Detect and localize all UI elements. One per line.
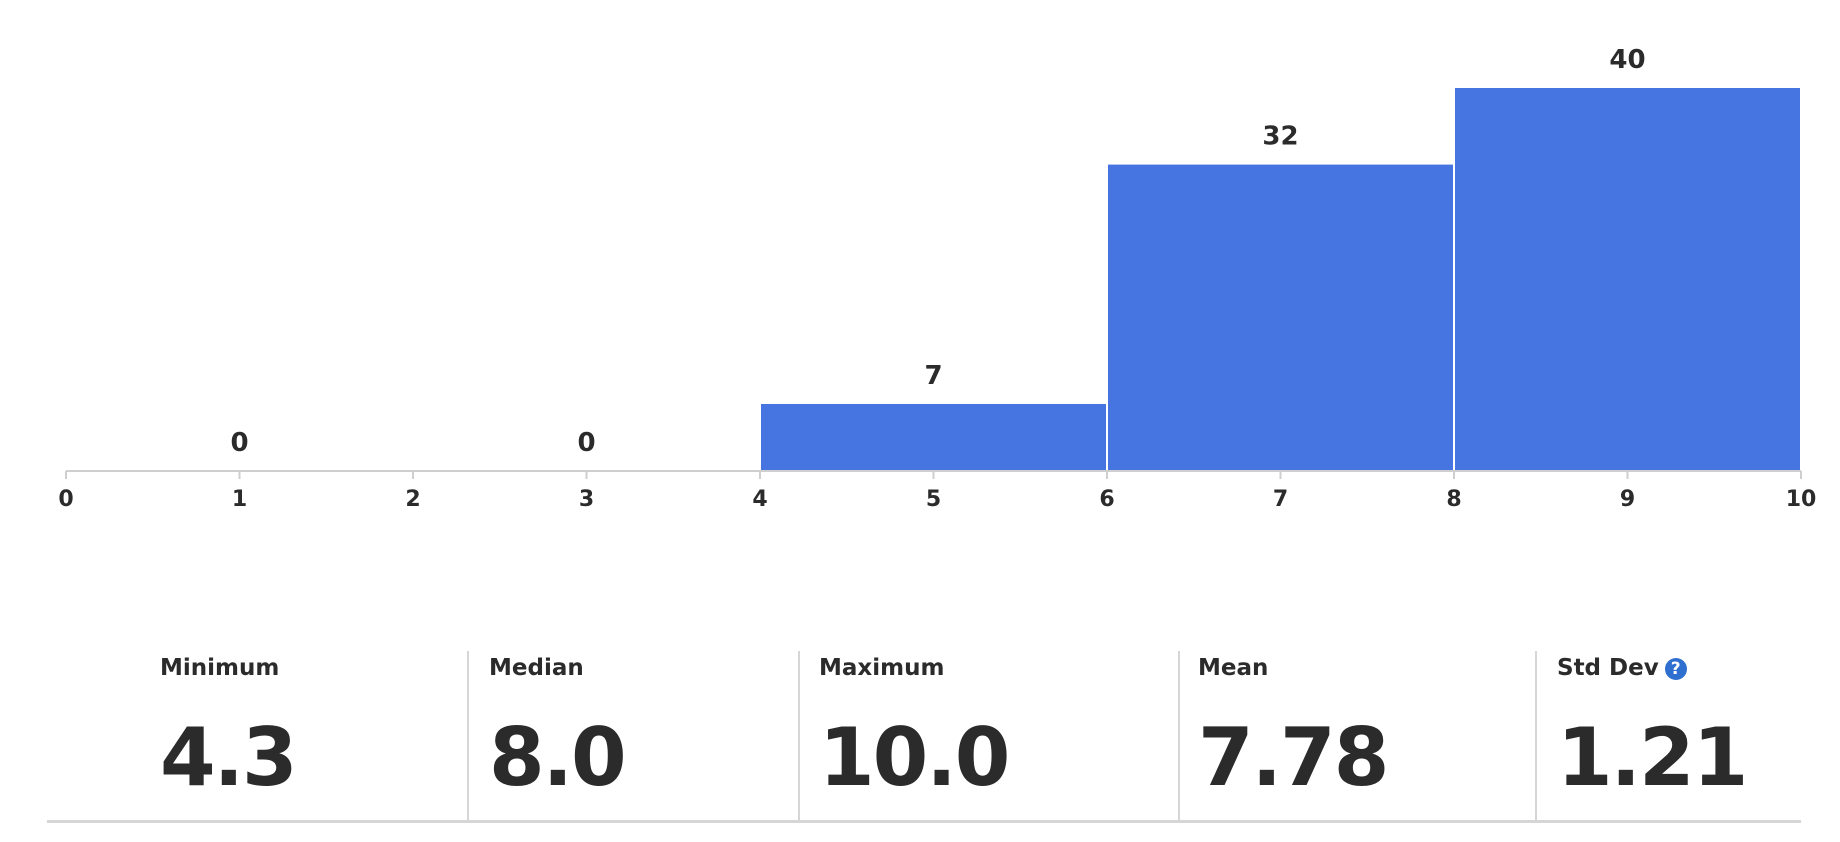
- stat-value: 8.0: [489, 711, 627, 804]
- stat-value: 7.78: [1198, 711, 1389, 804]
- stat-label: Minimum: [160, 655, 279, 681]
- data-label: 7: [924, 361, 942, 391]
- help-icon[interactable]: ?: [1664, 658, 1687, 680]
- chart: 0 0 7 32 40 0 1 2 3 4 5 6 7 8 9 10: [58, 45, 1817, 512]
- divider: [798, 651, 800, 822]
- data-label: 0: [230, 428, 248, 458]
- stat-label: Maximum: [819, 655, 944, 681]
- x-tick-label: 9: [1620, 487, 1635, 512]
- divider: [1178, 651, 1180, 822]
- stat-label-text: Maximum: [819, 655, 945, 681]
- stat-label-text: Std Dev: [1557, 655, 1659, 681]
- stat-label-text: Median: [489, 655, 584, 681]
- data-label: 0: [577, 428, 595, 458]
- stat-label: Mean: [1198, 655, 1268, 681]
- x-tick-label: 5: [926, 487, 941, 512]
- stat-value: 10.0: [819, 711, 1010, 804]
- x-tick-label: 1: [232, 487, 247, 512]
- bottom-rule: [47, 820, 1801, 823]
- bar: [1108, 164, 1453, 471]
- stat-label: Std Dev?: [1557, 655, 1687, 681]
- x-tick-label: 0: [58, 487, 73, 512]
- x-tick-label: 7: [1273, 487, 1288, 512]
- divider: [467, 651, 469, 822]
- x-tick-label: 10: [1786, 487, 1817, 512]
- divider: [1535, 651, 1537, 822]
- x-tick-label: 8: [1446, 487, 1461, 512]
- data-label: 40: [1609, 45, 1645, 75]
- stat-value: 4.3: [160, 711, 298, 804]
- x-tick-label: 3: [579, 487, 594, 512]
- stat-value: 1.21: [1557, 711, 1748, 804]
- bar: [1455, 88, 1800, 471]
- stat-label-text: Mean: [1198, 655, 1269, 681]
- x-tick-label: 2: [405, 487, 420, 512]
- stat-label-text: Minimum: [160, 655, 280, 681]
- stat-label: Median: [489, 655, 584, 681]
- x-tick-label: 6: [1099, 487, 1114, 512]
- data-label: 32: [1262, 122, 1298, 152]
- bar: [761, 403, 1106, 471]
- x-tick-label: 4: [752, 487, 767, 512]
